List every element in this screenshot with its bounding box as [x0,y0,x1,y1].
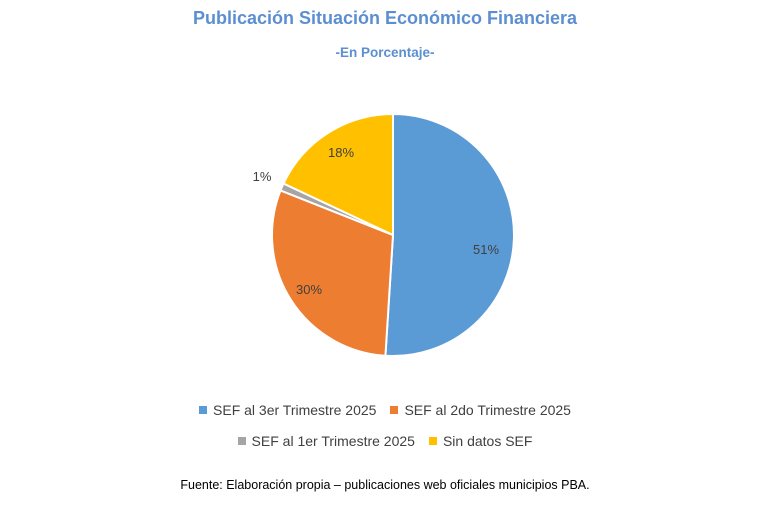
legend-label: SEF al 1er Trimestre 2025 [251,433,415,449]
legend-row-1: SEF al 3er Trimestre 2025 SEF al 2do Tri… [0,402,760,418]
legend-swatch [390,406,399,414]
slice-sef-3er [384,112,516,357]
chart-subtitle: -En Porcentaje- [335,45,435,60]
legend-label: SEF al 2do Trimestre 2025 [404,402,571,418]
slice-sin-datos [282,112,394,237]
data-label: 51% [473,242,499,257]
legend-item-sef-1er: SEF al 1er Trimestre 2025 [237,433,415,449]
legend-item-sin-datos: Sin datos SEF [428,433,533,449]
slice-sef-2do [271,189,395,357]
legend-swatch [428,437,437,445]
legend-row-2: SEF al 1er Trimestre 2025 Sin datos SEF [0,433,760,449]
legend-label: SEF al 3er Trimestre 2025 [213,402,377,418]
legend-item-sef-3er: SEF al 3er Trimestre 2025 [199,402,376,418]
legend-label: Sin datos SEF [442,433,533,449]
source-note: Fuente: Elaboración propia – publicacion… [180,478,590,492]
legend-swatch [199,406,208,414]
legend-item-sef-2do: SEF al 2do Trimestre 2025 [390,402,571,418]
data-label: 18% [328,145,354,160]
data-label: 30% [296,282,322,297]
chart-title: Publicación Situación Económico Financie… [192,8,578,28]
data-label: 1% [253,169,272,184]
legend-swatch [237,437,246,445]
